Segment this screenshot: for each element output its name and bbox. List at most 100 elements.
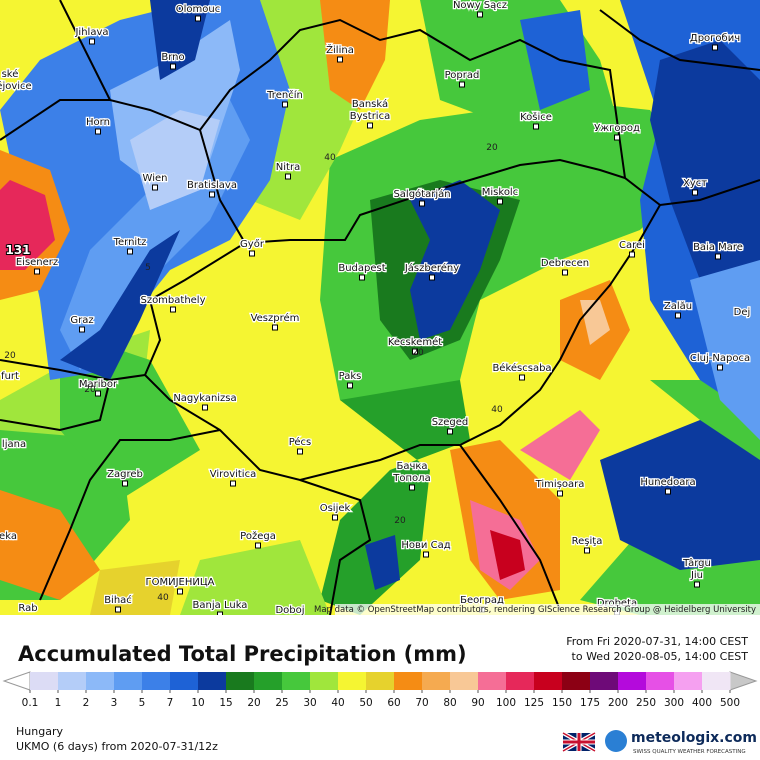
colorbar-tick-label: 100 [496,697,516,709]
place-label: Zalău [664,301,692,312]
colorbar-box [310,672,339,690]
colorbar-tick-label: 400 [692,697,712,709]
place-labels: Olomouc Jihlava Brno Žilina Nowy Sącz Poprad Д… [0,0,752,616]
place-marker [34,268,40,275]
place-marker [412,348,418,355]
colorbar-box [30,672,59,690]
colorbar-tick-label: 25 [275,697,288,709]
place-marker [712,44,718,51]
period-from: From Fri 2020-07-31, 14:00 CEST [566,635,748,648]
place-marker [447,428,453,435]
colorbar-box [282,672,311,690]
place-marker [89,38,95,45]
colorbar-box [394,672,423,690]
place-marker [127,248,133,255]
colorbar-box [534,672,563,690]
colorbar-tick-label: 0.1 [22,697,39,709]
colorbar-box [590,672,619,690]
place-marker [332,514,338,521]
colorbar-box [562,672,591,690]
place-label: Дрогобич [690,33,740,44]
place-marker [217,611,223,615]
place-label: Győr [240,238,265,250]
logo-icon [605,730,627,752]
place-marker [95,128,101,135]
place-label: eka [0,531,17,542]
contour-label: 40 [491,405,503,415]
place-label: Poprad [445,70,480,81]
place-label: Ternitz [113,237,147,248]
colorbar-box [170,672,199,690]
place-label: Ужгород [594,123,640,134]
colorbar-tick-label: 3 [111,697,118,709]
place-label: Požega [240,530,276,542]
place-label: Budapest [338,263,385,274]
place-marker [177,588,183,595]
uk-flag [562,731,596,753]
place-label: Doboj [275,605,304,616]
place-marker [285,173,291,180]
place-marker [614,134,620,141]
title: Accumulated Total Precipitation (mm) [18,642,467,666]
place-label: Wien [143,173,168,184]
place-marker [715,253,721,260]
tagline: SWISS QUALITY WEATHER FORECASTING [633,749,746,755]
colorbar-low-arrow [2,671,31,691]
place-label: Timișoara [535,479,585,490]
colorbar-box [226,672,255,690]
colorbar-box [506,672,535,690]
place-marker [230,480,236,487]
place-marker [152,184,158,191]
place-label: Pécs [289,436,312,448]
place-label: Bratislava [187,180,237,191]
place-label: Zagreb [107,469,143,480]
place-label: Košice [520,111,552,123]
place-label: Trenčín [266,89,303,101]
place-label: Jiu [690,570,703,581]
place-label: Osijek [320,503,351,514]
place-label: Топола [392,473,430,484]
place-label: ějovice [0,80,32,92]
contour-label: 5 [145,263,151,273]
place-marker [419,200,425,207]
colorbar-tick-label: 2 [83,697,90,709]
place-marker [79,326,85,333]
colorbar-tick-label: 200 [608,697,628,709]
place-marker [497,198,503,205]
contour-label: 20 [412,348,424,358]
place-label: Dej [734,307,751,318]
place-label: Virovitica [210,469,256,480]
colorbar-tick-label: 1 [55,697,62,709]
place-marker [195,15,201,22]
place-label: Banja Luka [193,600,248,611]
place-label: ljana [2,439,26,450]
place-marker [675,312,681,319]
place-marker [337,56,343,63]
colorbar-box [86,672,115,690]
brand[interactable]: meteologix.com [631,730,757,746]
colorbar-tick-label: 300 [664,697,684,709]
colorbar-tick-label: 40 [331,697,344,709]
place-marker [359,274,365,281]
place-label: Békéscsaba [492,362,551,374]
colorbar-box [618,672,647,690]
colorbar-box [478,672,507,690]
attribution: Map data © OpenStreetMap contributors, r… [314,605,756,615]
place-label: Nowy Sącz [453,0,507,11]
colorbar-tick-label: 500 [720,697,740,709]
place-label: Нови Сад [401,540,450,551]
place-label: Banská [352,98,388,110]
place-label: Veszprém [251,312,300,324]
place-label: Бачка [396,461,427,472]
place-marker [347,382,353,389]
colorbar-tick-label: 175 [580,697,600,709]
contour-label: 40 [157,593,169,603]
place-label: Szombathely [140,295,205,306]
place-marker [170,63,176,70]
place-marker [282,101,288,108]
place-label: Хуст [683,178,707,189]
place-label: Szeged [432,417,469,428]
place-label: Reşiţa [572,536,603,547]
place-marker [272,324,278,331]
